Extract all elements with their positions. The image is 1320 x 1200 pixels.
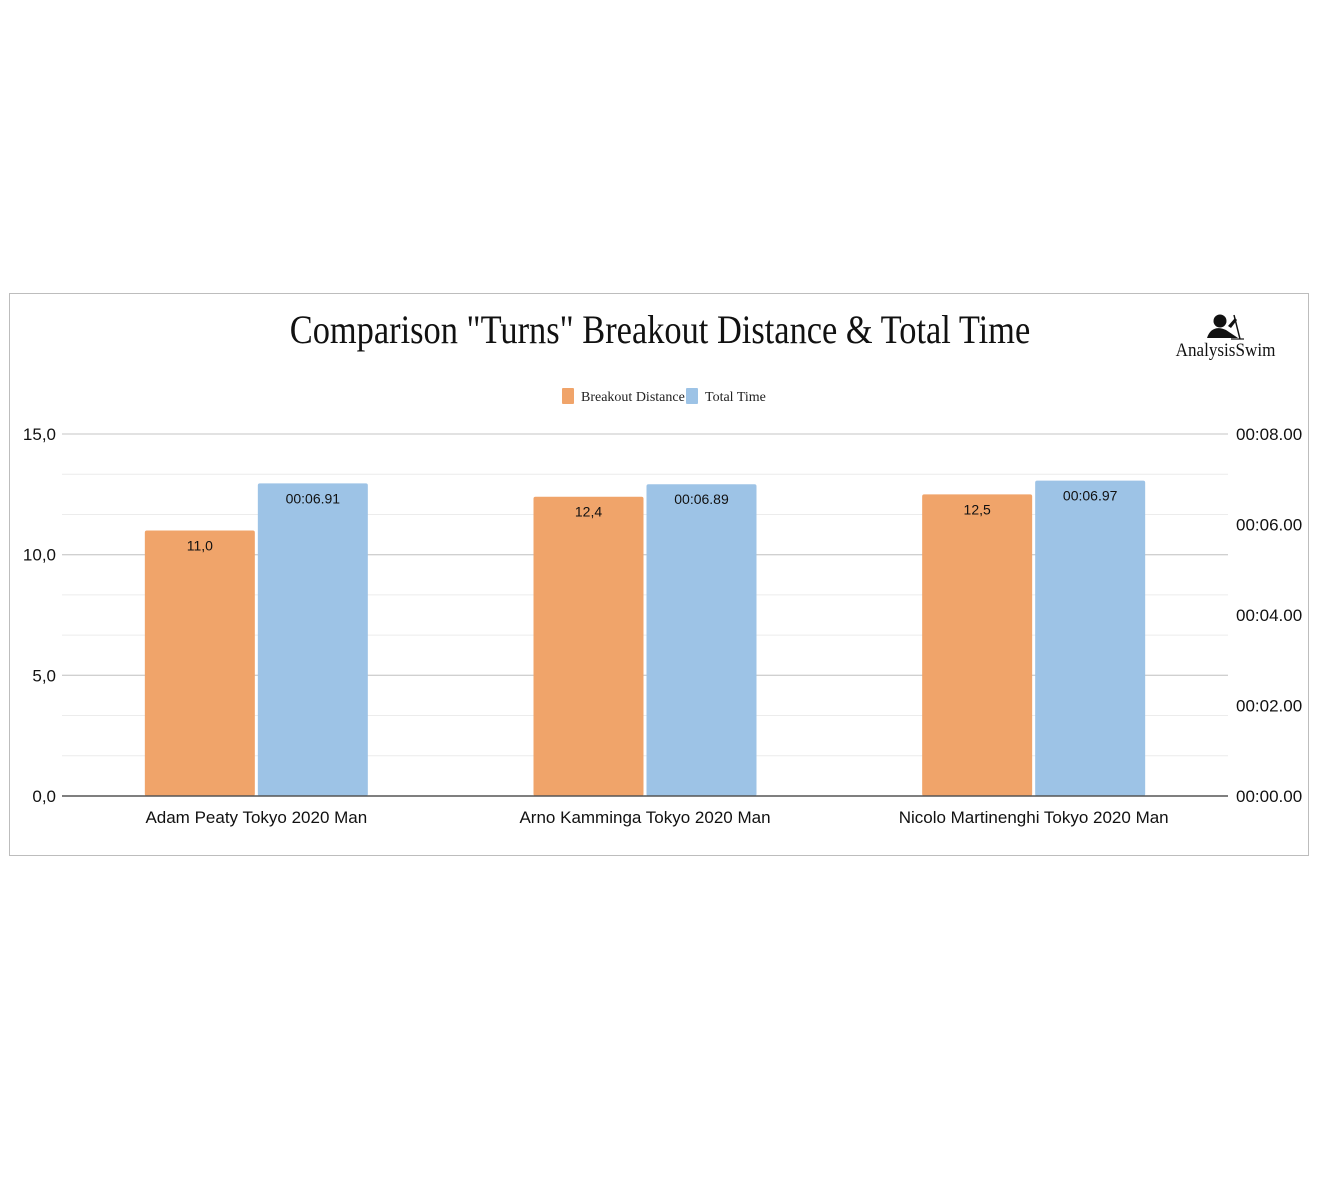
right-axis-tick-label: 00:00.00 (1236, 787, 1302, 806)
legend-swatch (686, 388, 698, 404)
chart-title: Comparison "Turns" Breakout Distance & T… (289, 307, 1031, 352)
category-label: Adam Peaty Tokyo 2020 Man (145, 808, 367, 827)
left-axis-tick-label: 0,0 (32, 787, 56, 806)
bar-breakout-distance (144, 530, 255, 796)
swimmer-icon (1207, 314, 1244, 340)
left-axis-tick-label: 10,0 (23, 546, 56, 565)
legend-label: Breakout Distance (581, 390, 685, 405)
brand-logo: AnalysisSwim (1168, 312, 1283, 366)
category-label: Nicolo Martinenghi Tokyo 2020 Man (899, 808, 1169, 827)
bar-breakout-distance (922, 494, 1033, 796)
right-axis-tick-label: 00:06.00 (1236, 516, 1302, 535)
data-label: 12,5 (964, 501, 991, 517)
bar-breakout-distance (533, 496, 644, 796)
left-axis-tick-label: 5,0 (32, 666, 56, 685)
bar-total-time (1035, 480, 1146, 796)
legend-swatch (562, 388, 574, 404)
data-label: 00:06.97 (1063, 488, 1118, 504)
legend-label: Total Time (705, 390, 766, 405)
bar-total-time (646, 484, 757, 796)
brand-name: AnalysisSwim (1175, 340, 1276, 361)
data-label: 00:06.91 (286, 490, 341, 506)
data-label: 12,4 (575, 504, 602, 520)
right-axis-tick-label: 00:02.00 (1236, 697, 1302, 716)
right-axis-tick-label: 00:08.00 (1236, 425, 1302, 444)
right-axis-tick-label: 00:04.00 (1236, 606, 1302, 625)
left-axis-tick-label: 15,0 (23, 425, 56, 444)
data-label: 00:06.89 (674, 491, 729, 507)
category-label: Arno Kamminga Tokyo 2020 Man (519, 808, 770, 827)
bar-total-time (257, 483, 368, 796)
data-label: 11,0 (187, 538, 213, 554)
